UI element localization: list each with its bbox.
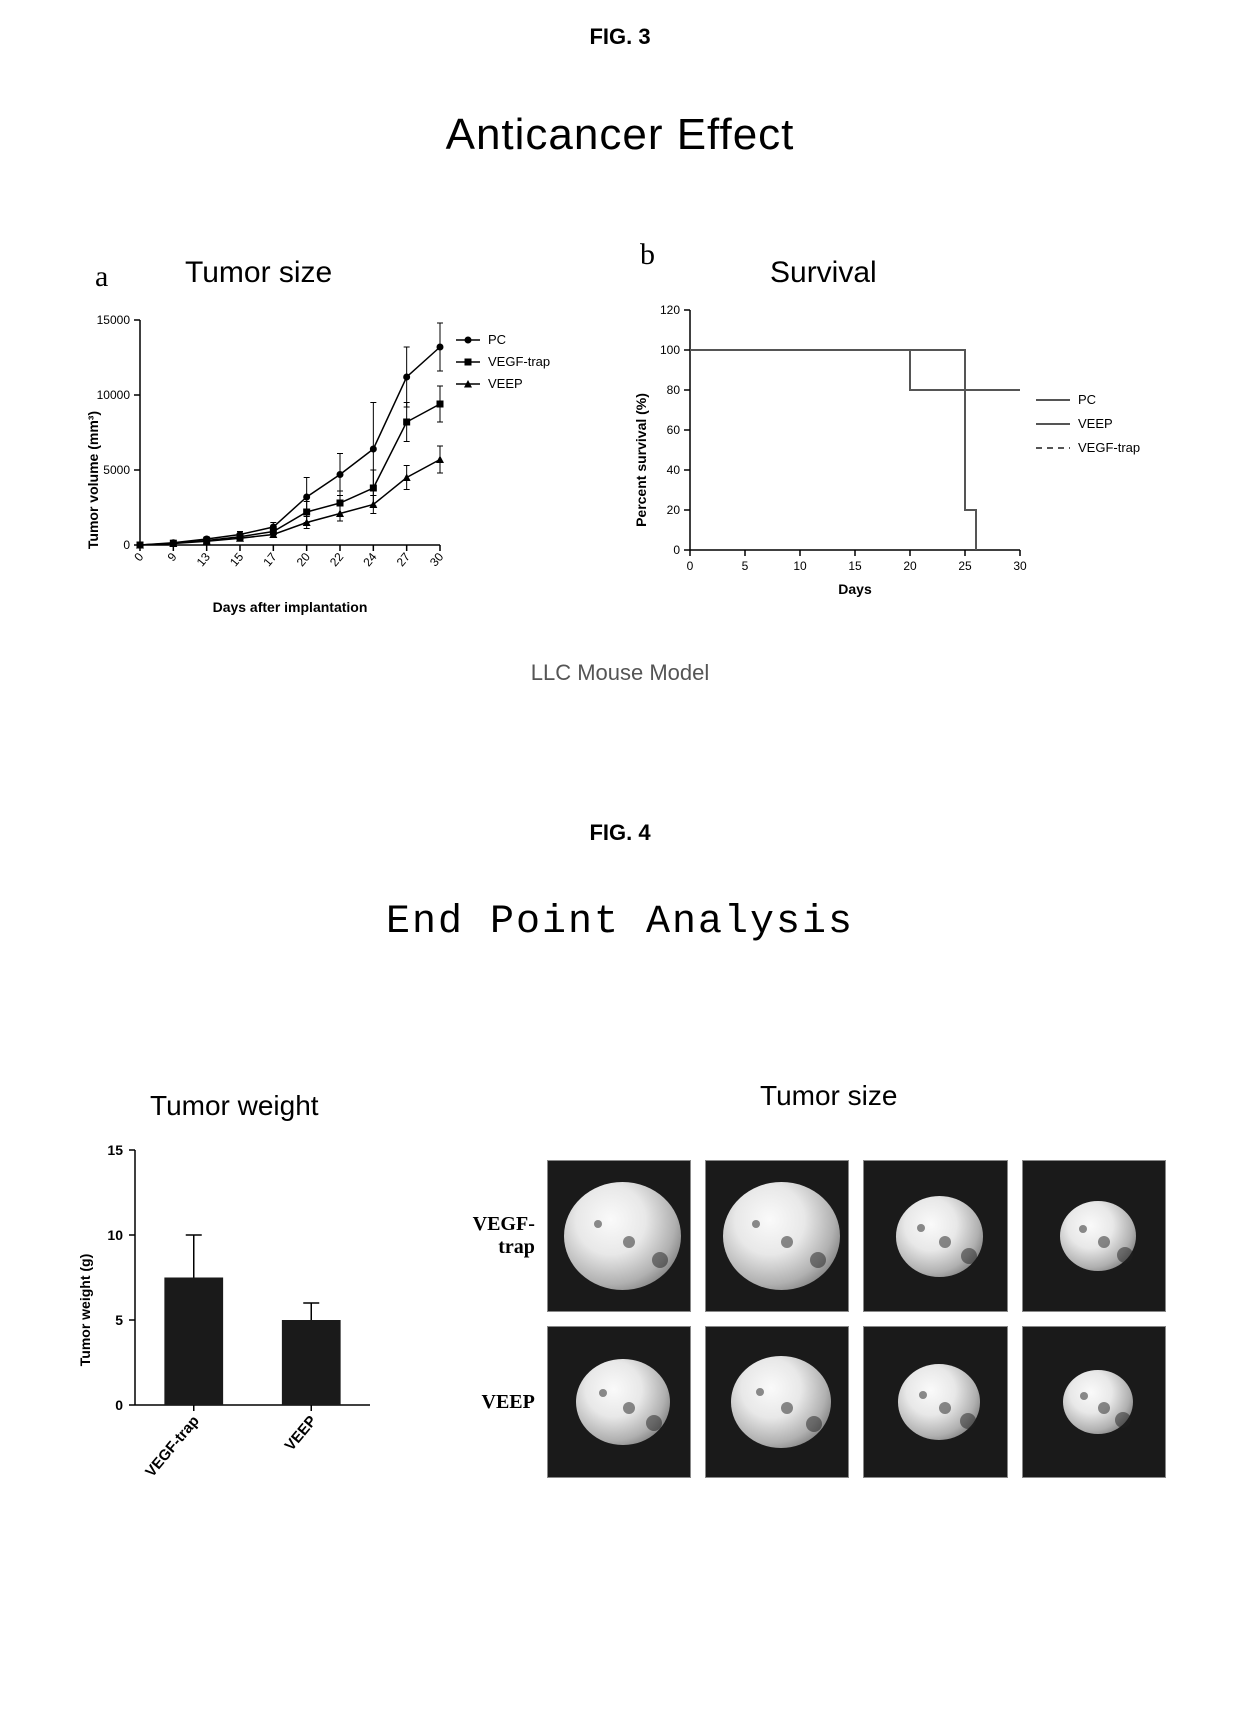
- fig3-panel-a-letter: a: [95, 260, 108, 294]
- svg-text:15: 15: [848, 559, 862, 573]
- fig4-label: FIG. 4: [0, 820, 1240, 846]
- svg-text:15: 15: [107, 1142, 123, 1158]
- fig4-photo-grid: VEGF-trap VEEP: [440, 1160, 1180, 1492]
- svg-text:17: 17: [260, 550, 280, 569]
- svg-text:20: 20: [903, 559, 917, 573]
- photo-row-label: VEEP: [440, 1391, 547, 1414]
- fig4-title: End Point Analysis: [0, 900, 1240, 945]
- tumor-photo: [863, 1160, 1007, 1312]
- svg-text:0: 0: [115, 1397, 123, 1413]
- tumor-photo: [547, 1160, 691, 1312]
- tumor-blob: [564, 1182, 681, 1290]
- tumor-blob: [576, 1359, 670, 1445]
- svg-text:5000: 5000: [103, 463, 130, 477]
- svg-text:VEGF-trap: VEGF-trap: [488, 354, 550, 369]
- fig4-panel-a-chart: 0 5 10 15 Tumor weight (g) VEGF-trap VEEP: [60, 1130, 420, 1500]
- svg-text:120: 120: [660, 303, 680, 317]
- fig3-panel-a-chart: 0 5000 10000 15000 0 9 13 15 17 20 22 24 27 30 Tumor…: [70, 300, 550, 620]
- svg-text:Days: Days: [838, 581, 872, 597]
- svg-text:VEEP: VEEP: [282, 1413, 321, 1455]
- tumor-blob: [896, 1196, 984, 1277]
- svg-text:10: 10: [793, 559, 807, 573]
- svg-text:0: 0: [673, 543, 680, 557]
- fig3-panel-b-chart: 0 20 40 60 80 100 120 0 5 10 15 20 25 30 Percent sur…: [620, 290, 1180, 610]
- svg-text:PC: PC: [1078, 392, 1096, 407]
- svg-text:10: 10: [107, 1227, 123, 1243]
- fig4-panel-b-title: Tumor size: [760, 1080, 897, 1112]
- svg-text:22: 22: [327, 550, 347, 569]
- svg-text:9: 9: [165, 550, 180, 564]
- photo-row: VEEP: [440, 1326, 1180, 1478]
- svg-text:25: 25: [958, 559, 972, 573]
- fig3-panel-b-letter: b: [640, 238, 655, 272]
- fig3-label: FIG. 3: [0, 24, 1240, 50]
- fig3-panel-b-title: Survival: [770, 256, 877, 290]
- svg-text:VEEP: VEEP: [1078, 416, 1113, 431]
- svg-text:30: 30: [1013, 559, 1027, 573]
- svg-text:0: 0: [123, 538, 130, 552]
- svg-text:24: 24: [360, 550, 380, 569]
- svg-text:Tumor weight (g): Tumor weight (g): [77, 1254, 93, 1367]
- svg-text:100: 100: [660, 343, 680, 357]
- tumor-photo: [1022, 1326, 1166, 1478]
- fig3-title: Anticancer Effect: [0, 110, 1240, 160]
- svg-text:60: 60: [667, 423, 681, 437]
- photo-row-label: VEGF-trap: [440, 1213, 547, 1259]
- svg-text:30: 30: [427, 550, 447, 569]
- svg-text:27: 27: [394, 550, 414, 569]
- svg-text:VEEP: VEEP: [488, 376, 523, 391]
- photo-row: VEGF-trap: [440, 1160, 1180, 1312]
- svg-text:40: 40: [667, 463, 681, 477]
- svg-text:5: 5: [115, 1312, 123, 1328]
- svg-text:Percent survival (%): Percent survival (%): [633, 393, 649, 527]
- svg-text:VEGF-trap: VEGF-trap: [1078, 440, 1140, 455]
- fig3-panel-a-title: Tumor size: [185, 256, 332, 290]
- svg-text:Days after implantation: Days after implantation: [213, 599, 368, 615]
- svg-text:0: 0: [687, 559, 694, 573]
- svg-text:0: 0: [131, 550, 146, 564]
- tumor-blob: [723, 1182, 840, 1290]
- tumor-photo: [547, 1326, 691, 1478]
- tumor-photo: [1022, 1160, 1166, 1312]
- tumor-photo: [705, 1160, 849, 1312]
- svg-text:VEGF-trap: VEGF-trap: [142, 1413, 203, 1481]
- svg-text:20: 20: [667, 503, 681, 517]
- tumor-blob: [731, 1356, 830, 1448]
- fig3-caption: LLC Mouse Model: [0, 660, 1240, 686]
- svg-text:15000: 15000: [97, 313, 131, 327]
- svg-text:15: 15: [227, 550, 247, 569]
- tumor-photo: [705, 1326, 849, 1478]
- svg-text:10000: 10000: [97, 388, 131, 402]
- fig4-panel-a-title: Tumor weight: [150, 1090, 319, 1122]
- svg-text:PC: PC: [488, 332, 506, 347]
- svg-text:80: 80: [667, 383, 681, 397]
- svg-text:Tumor volume (mm³): Tumor volume (mm³): [85, 411, 101, 549]
- svg-text:13: 13: [194, 550, 214, 569]
- svg-text:5: 5: [742, 559, 749, 573]
- tumor-photo: [863, 1326, 1007, 1478]
- svg-text:20: 20: [294, 550, 314, 569]
